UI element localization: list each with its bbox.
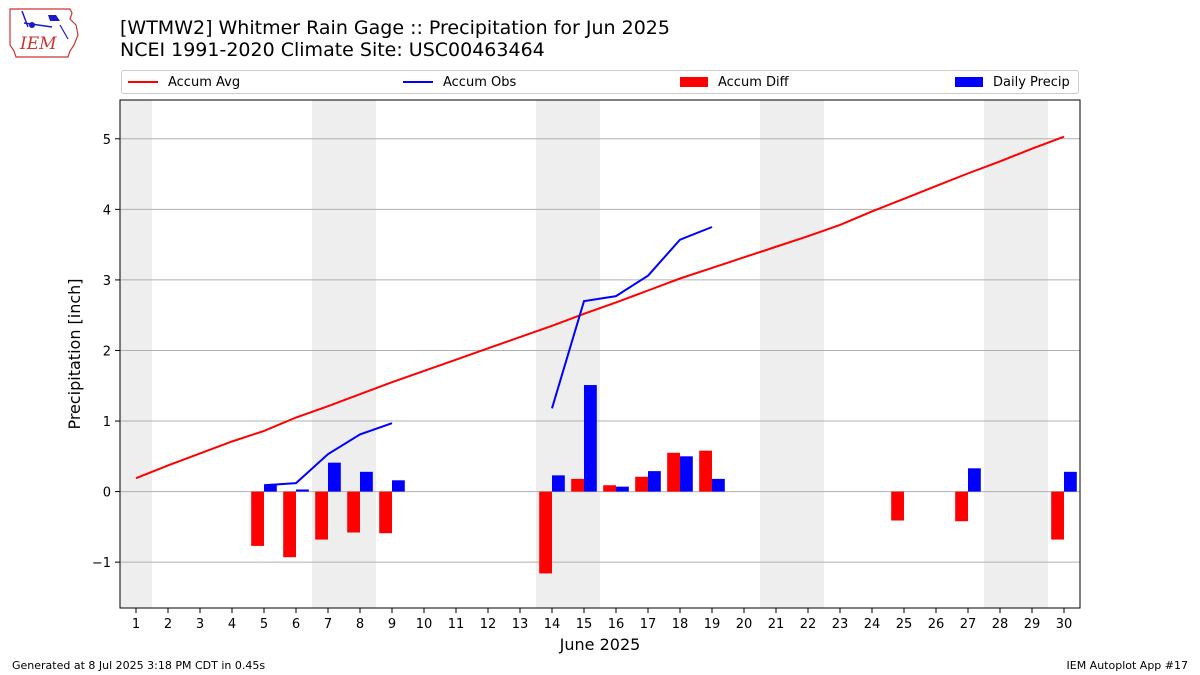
weekend-shade — [1016, 100, 1048, 608]
daily-precip-bar — [264, 485, 277, 492]
daily-precip-bar — [616, 486, 629, 492]
footer-generated: Generated at 8 Jul 2025 3:18 PM CDT in 0… — [12, 659, 266, 672]
daily-precip-bar — [680, 456, 693, 492]
accum-diff-bar — [571, 478, 584, 492]
x-tick-label: 5 — [260, 617, 268, 632]
legend-item-accum-obs: Accum Obs — [403, 71, 516, 93]
daily-precip-bar — [1064, 471, 1077, 492]
x-tick-label: 13 — [512, 617, 529, 632]
iem-logo: IEM — [9, 8, 79, 58]
accum-diff-bar — [699, 450, 712, 492]
x-axis-label: June 2025 — [559, 635, 641, 654]
daily-precip-bar — [968, 468, 981, 492]
legend-label: Accum Obs — [443, 74, 517, 90]
x-tick-label: 4 — [228, 617, 236, 632]
accum-diff-bar — [539, 491, 552, 574]
weekend-shade — [568, 100, 600, 608]
x-tick-label: 8 — [356, 617, 364, 632]
accum-obs-line — [263, 422, 393, 487]
x-tick-label: 21 — [768, 617, 785, 632]
x-tick-label: 11 — [448, 617, 465, 632]
daily-precip-bar — [328, 462, 341, 492]
x-tick-label: 22 — [800, 617, 817, 632]
y-tick-label: 1 — [103, 415, 111, 430]
legend-item-daily-precip: Daily Precip — [955, 71, 1070, 93]
legend-item-accum-diff: Accum Diff — [680, 71, 789, 93]
y-tick-label: 2 — [103, 344, 111, 359]
footer-app: IEM Autoplot App #17 — [1066, 659, 1189, 672]
accum-diff-bar — [1051, 491, 1064, 540]
y-tick-label: 0 — [103, 486, 111, 501]
plot-frame — [119, 99, 1081, 609]
accum-diff-bar — [283, 491, 296, 558]
x-tick-label: 26 — [928, 617, 945, 632]
x-tick-label: 12 — [480, 617, 497, 632]
accum-diff-bar — [891, 491, 904, 521]
legend-label: Accum Avg — [168, 74, 241, 90]
x-tick-label: 6 — [292, 617, 300, 632]
title-line-1: [WTMW2] Whitmer Rain Gage :: Precipitati… — [120, 17, 670, 39]
x-tick-label: 29 — [1024, 617, 1041, 632]
x-tick-label: 30 — [1056, 617, 1073, 632]
x-tick-label: 1 — [132, 617, 140, 632]
x-tick-label: 17 — [640, 617, 657, 632]
legend-item-accum-avg: Accum Avg — [128, 71, 240, 93]
daily-precip-bar — [552, 475, 565, 492]
x-tick-label: 10 — [416, 617, 433, 632]
y-axis-label: Precipitation [inch] — [65, 278, 84, 429]
accum-diff-bar — [315, 491, 328, 540]
daily-precip-bar — [296, 489, 309, 492]
chart-title: [WTMW2] Whitmer Rain Gage :: Precipitati… — [120, 17, 670, 61]
x-tick-label: 3 — [196, 617, 204, 632]
x-tick-label: 25 — [896, 617, 913, 632]
legend-swatch-line — [403, 81, 433, 83]
daily-precip-bar — [712, 478, 725, 492]
daily-precip-bar — [584, 385, 597, 492]
x-tick-label: 15 — [576, 617, 593, 632]
x-tick-label: 16 — [608, 617, 625, 632]
logo-text: IEM — [19, 34, 57, 54]
daily-precip-bar — [648, 471, 661, 492]
y-tick-label: 5 — [103, 133, 111, 148]
x-tick-label: 2 — [164, 617, 172, 632]
y-tick-label: 4 — [103, 203, 111, 218]
x-tick-label: 24 — [864, 617, 881, 632]
y-tick-label: −1 — [92, 556, 111, 571]
weekend-shade — [120, 100, 152, 608]
accum-diff-bar — [347, 491, 360, 533]
legend-label: Daily Precip — [993, 74, 1070, 90]
x-tick-label: 7 — [324, 617, 332, 632]
weekend-shade — [792, 100, 824, 608]
accum-diff-bar — [955, 491, 968, 522]
x-tick-label: 19 — [704, 617, 721, 632]
x-tick-label: 20 — [736, 617, 753, 632]
accum-obs-line — [551, 226, 713, 409]
title-line-2: NCEI 1991-2020 Climate Site: USC00463464 — [120, 39, 545, 61]
x-tick-label: 18 — [672, 617, 689, 632]
x-tick-label: 14 — [544, 617, 561, 632]
accum-diff-bar — [379, 491, 392, 534]
weekend-shade — [984, 100, 1016, 608]
x-tick-label: 9 — [388, 617, 396, 632]
x-tick-label: 28 — [992, 617, 1009, 632]
accum-diff-bar — [603, 485, 616, 492]
accum-diff-bar — [251, 491, 264, 546]
legend-swatch-line — [128, 81, 158, 83]
legend-swatch-rect — [955, 77, 983, 87]
y-tick-label: 3 — [103, 274, 111, 289]
legend-swatch-rect — [680, 77, 708, 87]
legend: Accum Avg Accum Obs Accum Diff Daily Pre… — [121, 70, 1079, 94]
accum-diff-bar — [635, 476, 648, 492]
x-tick-label: 23 — [832, 617, 849, 632]
x-tick-label: 27 — [960, 617, 977, 632]
daily-precip-bar — [360, 471, 373, 492]
weekend-shade — [760, 100, 792, 608]
accum-avg-line — [135, 135, 1065, 480]
accum-diff-bar — [667, 452, 680, 492]
legend-label: Accum Diff — [718, 74, 789, 90]
daily-precip-bar — [392, 480, 405, 492]
